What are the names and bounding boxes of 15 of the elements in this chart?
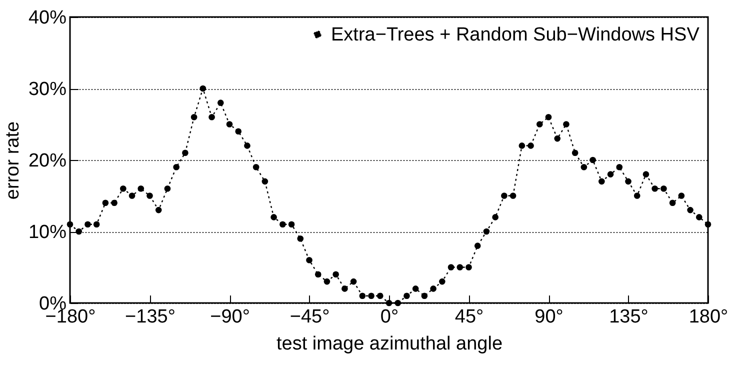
y-tick-label: 10% xyxy=(28,222,67,243)
x-tick-label: 45° xyxy=(454,306,484,328)
x-tick-label: 135° xyxy=(609,306,648,328)
y-axis-title: error rate xyxy=(2,121,24,200)
y-tick-label: 40% xyxy=(28,8,67,28)
y-tick-label: 30% xyxy=(28,79,67,100)
x-tick-label: −135° xyxy=(125,306,176,328)
y-tick-label: 20% xyxy=(28,150,67,172)
x-tick-label: 180° xyxy=(688,306,728,328)
legend-label: Extra−Trees + Random Sub−Windows HSV xyxy=(331,24,700,46)
x-tick-label: 0° xyxy=(380,306,399,328)
x-axis-title: test image azimuthal angle xyxy=(276,334,503,354)
x-tick-label: −45° xyxy=(290,306,330,328)
x-tick-label: 90° xyxy=(534,306,564,328)
x-tick-label: −90° xyxy=(210,306,250,328)
